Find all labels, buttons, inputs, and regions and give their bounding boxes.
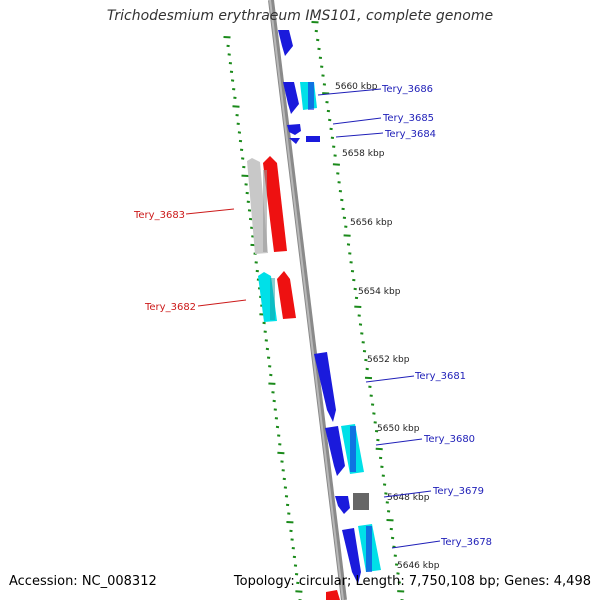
scale-labels: 5660 kbp 5658 kbp 5656 kbp 5654 kbp 5652… (335, 82, 440, 571)
gene-tery-3679-arrow[interactable] (335, 496, 350, 514)
gene-label-tery-3680[interactable]: Tery_3680 (423, 434, 475, 445)
scale-label: 5658 kbp (342, 149, 385, 159)
scale-label: 5654 kbp (358, 287, 401, 297)
gene-tery-3679-box[interactable] (353, 493, 369, 510)
gene-arrow-bottom[interactable] (326, 590, 340, 600)
gene-label-tery-3679[interactable]: Tery_3679 (432, 486, 484, 497)
gene-tery-3682-shade (270, 278, 275, 320)
accession-text: Accession: NC_008312 (9, 574, 157, 589)
scale-label: 5656 kbp (350, 218, 393, 228)
gene-tery-3682-arrow-b[interactable] (277, 271, 296, 319)
gene-tery-3686-shade (308, 82, 314, 110)
scale-label: 5650 kbp (377, 424, 420, 434)
gene-tery-3684-box[interactable] (306, 136, 320, 142)
gene-label-tery-3683[interactable]: Tery_3683 (133, 210, 185, 221)
gene-label-tery-3685[interactable]: Tery_3685 (382, 113, 434, 124)
genome-summary-text: Topology: circular; Length: 7,750,108 bp… (234, 574, 591, 589)
reverse-genes (247, 156, 296, 322)
gene-label-tery-3682[interactable]: Tery_3682 (144, 302, 196, 313)
scale-label: 5646 kbp (397, 561, 440, 571)
gene-label-leaders (186, 89, 440, 548)
scale-label: 5648 kbp (387, 493, 430, 503)
gene-label-tery-3681[interactable]: Tery_3681 (414, 371, 466, 382)
scale-label: 5652 kbp (367, 355, 410, 365)
genome-title: Trichodesmium erythraeum IMS101, complet… (0, 8, 600, 24)
gene-tery-3683-shade (263, 170, 267, 252)
gene-tery-3680-shade (350, 426, 356, 472)
gene-label-tery-3678[interactable]: Tery_3678 (440, 537, 492, 548)
gene-labels: Tery_3686 Tery_3685 Tery_3684 Tery_3683 … (133, 84, 492, 548)
gene-tery-3678-shade (366, 526, 372, 572)
gene-label-tery-3684[interactable]: Tery_3684 (384, 129, 436, 140)
gene-label-tery-3686[interactable]: Tery_3686 (381, 84, 433, 95)
scale-label: 5660 kbp (335, 82, 378, 92)
